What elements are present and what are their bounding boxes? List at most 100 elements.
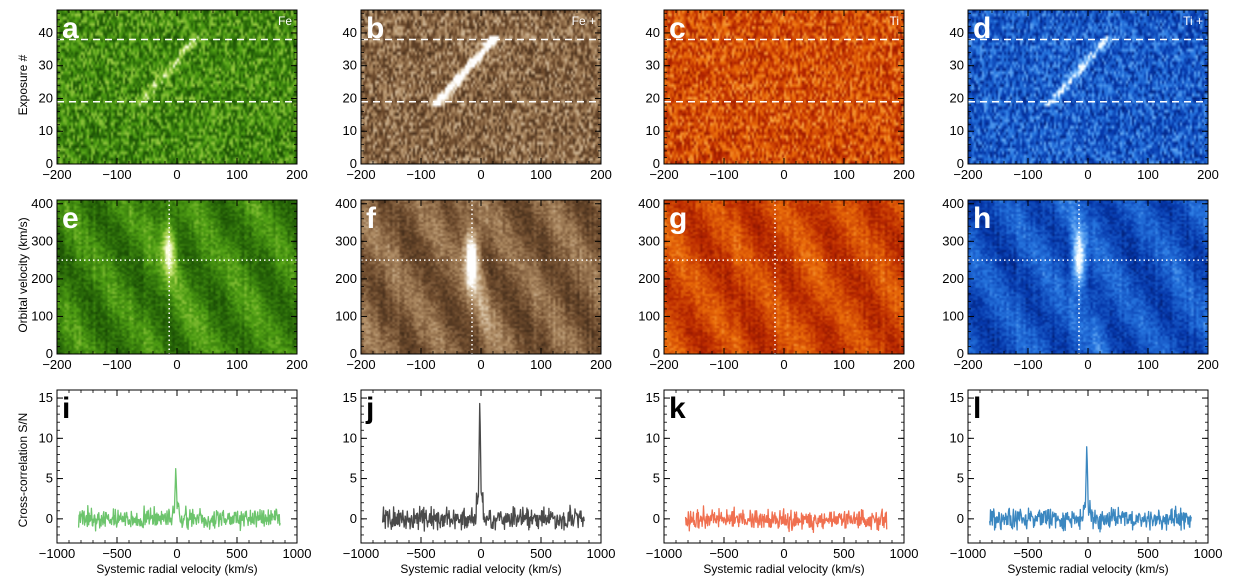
panel-label-j: j [365,392,374,425]
y-tick-label: 400 [638,196,660,211]
x-tick-label: 500 [1137,546,1159,561]
species-label-a: Fe [278,14,292,28]
x-tick-label: 0 [477,546,484,561]
y-tick-label: 5 [350,471,357,486]
x-tick-label: −1000 [646,546,683,561]
panel-label-i: i [62,392,70,425]
x-tick-label: −200 [953,167,982,182]
y-tick-label: 20 [646,90,660,105]
x-tick-label: 0 [1084,357,1091,372]
panel-label-k: k [669,392,686,425]
panel-label-a: a [62,12,79,45]
y-tick-label: 400 [31,196,53,211]
y-tick-label: 0 [350,346,357,361]
panel-k: −1000 −500 0 500 1000 0 5 10 15 k Systemic radial … [646,389,919,576]
panel-d: −200 −100 0 100 200 0 10 20 30 40 d Ti + [950,9,1219,182]
x-tick-label: −100 [709,357,738,372]
y-tick-label: 15 [646,390,660,405]
y-tick-label: 30 [39,58,53,73]
y-tick-label: 100 [942,308,964,323]
x-tick-label: 200 [1197,357,1219,372]
x-tick-label: 0 [477,167,484,182]
y-tick-label: 0 [653,156,660,171]
y-tick-label: 200 [31,271,53,286]
y-tick-label: 300 [638,233,660,248]
x-tick-label: 0 [780,546,787,561]
x-tick-label: 200 [893,167,915,182]
x-tick-label: 200 [1197,167,1219,182]
x-tick-label: −200 [649,357,678,372]
heatmap-image-e [57,200,297,354]
x-tick-label: 1000 [890,546,919,561]
y-tick-label: 0 [957,156,964,171]
x-tick-label: 100 [833,357,855,372]
y-tick-label: 0 [46,511,53,526]
y-tick-label: 30 [343,58,357,73]
y-tick-label: 20 [950,90,964,105]
x-tick-label: −1000 [950,546,987,561]
x-tick-label: 100 [1137,167,1159,182]
y-tick-label: 20 [343,90,357,105]
x-tick-label: −100 [102,357,131,372]
x-tick-label: −1000 [343,546,380,561]
panel-label-d: d [973,12,991,45]
heatmap-image-f [361,200,601,354]
panel-label-b: b [366,12,384,45]
x-tick-label: 200 [590,167,612,182]
y-tick-label: 40 [39,25,53,40]
y-tick-label: 0 [957,511,964,526]
y-tick-label: 15 [39,390,53,405]
y-tick-label: 300 [942,233,964,248]
y-tick-label: 100 [335,308,357,323]
xlabel-l: Systemic radial velocity (km/s) [1007,562,1168,576]
y-tick-label: 10 [343,123,357,138]
top-row-ylabel: Exposure # [16,54,30,115]
series-line-k [684,505,888,533]
panel-label-h: h [973,202,991,235]
y-tick-label: 0 [46,156,53,171]
panel-label-c: c [669,12,686,45]
y-tick-label: 100 [638,308,660,323]
x-tick-label: 200 [286,357,308,372]
heatmap-image-b [361,10,601,164]
x-tick-label: 100 [226,167,248,182]
x-tick-label: 200 [286,167,308,182]
xlabel-i: Systemic radial velocity (km/s) [96,562,257,576]
y-tick-label: 40 [646,25,660,40]
y-tick-label: 400 [335,196,357,211]
x-tick-label: 100 [530,357,552,372]
x-tick-label: 1000 [587,546,616,561]
xlabel-j: Systemic radial velocity (km/s) [400,562,561,576]
y-tick-label: 10 [646,430,660,445]
x-tick-label: 0 [173,357,180,372]
x-tick-label: −200 [42,357,71,372]
x-tick-label: 100 [226,357,248,372]
x-tick-label: −500 [1013,546,1042,561]
bottom-row-ylabel: Cross-correlation S/N [16,413,30,528]
x-tick-label: 0 [780,357,787,372]
x-tick-label: −100 [406,357,435,372]
panel-e: −200 −100 0 100 200 0 100 200 300 400 e [31,196,308,372]
y-tick-label: 400 [942,196,964,211]
panel-f: −200 −100 0 100 200 0 100 200 300 400 f [335,196,612,372]
panel-c: −200 −100 0 100 200 0 10 20 30 40 c Ti [646,9,915,182]
y-tick-label: 10 [950,430,964,445]
x-tick-label: 200 [590,357,612,372]
series-line-l [988,446,1192,533]
y-tick-label: 15 [950,390,964,405]
panel-label-g: g [669,202,687,235]
y-tick-label: 30 [950,58,964,73]
heatmap-image-g [664,200,904,354]
x-tick-label: −500 [709,546,738,561]
panel-j: −1000 −500 0 500 1000 0 5 10 15 j Systemic radial … [343,389,616,576]
x-tick-label: 500 [530,546,552,561]
x-tick-label: 0 [477,357,484,372]
series-line-j [381,402,585,532]
panel-l: −1000 −500 0 500 1000 0 5 10 15 l Systemic radial … [950,389,1222,576]
x-tick-label: 0 [173,167,180,182]
y-tick-label: 0 [46,346,53,361]
y-tick-label: 200 [638,271,660,286]
x-tick-label: 0 [173,546,180,561]
y-tick-label: 0 [653,511,660,526]
